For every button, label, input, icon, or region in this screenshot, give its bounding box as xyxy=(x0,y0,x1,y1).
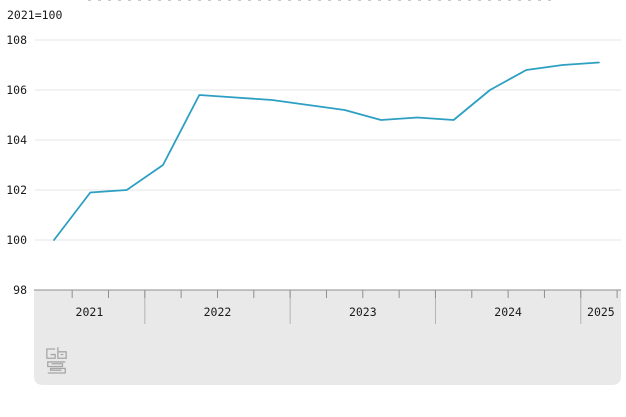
x-axis-band xyxy=(34,290,621,385)
cbs-logo-icon xyxy=(46,347,67,374)
y-axis-label: 104 xyxy=(6,133,27,147)
x-axis-year-label: 2022 xyxy=(204,305,232,319)
x-axis-year-label: 2024 xyxy=(494,305,522,319)
cropped-text-artifact xyxy=(88,0,558,1)
plot-area[interactable] xyxy=(34,28,621,290)
x-axis-year-label: 2021 xyxy=(76,305,104,319)
data-line xyxy=(53,61,600,241)
y-axis-label: 106 xyxy=(6,83,27,97)
y-axis-label: 108 xyxy=(6,33,27,47)
x-axis-year-label: 2023 xyxy=(349,305,377,319)
unit-note: 2021=100 xyxy=(7,8,63,22)
y-axis-label: 98 xyxy=(13,283,27,297)
y-axis-label: 100 xyxy=(6,233,27,247)
x-axis-year-label: 2025 xyxy=(587,305,615,319)
y-axis-label: 102 xyxy=(6,183,27,197)
